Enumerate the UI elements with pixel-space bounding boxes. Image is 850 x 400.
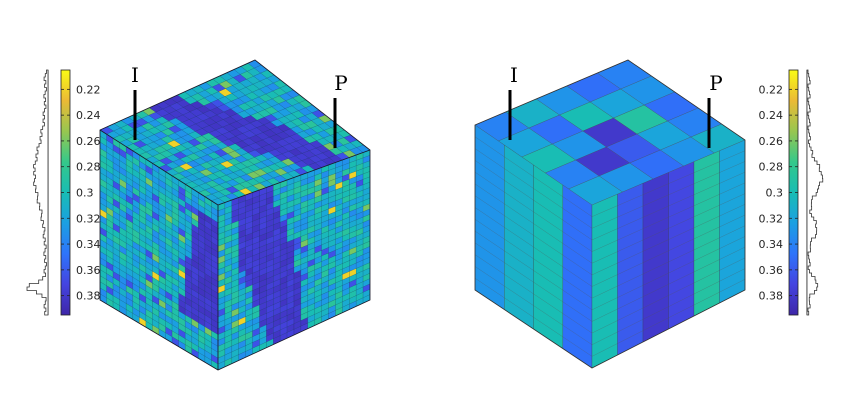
column-cell: [719, 139, 746, 304]
right-cube: [474, 59, 746, 369]
column-cell: [693, 150, 720, 317]
colorbar-tick-label: 0.38: [759, 290, 784, 303]
colorbar-tick-label: 0.32: [76, 212, 101, 225]
left-panel: 0.38 0.36 0.34 0.32 0.3 0.28 0.26 0.24 0.22 I P: [26, 59, 371, 371]
colorbar-tick-label: 0.3: [766, 187, 784, 200]
colorbar-tick-label: 0.26: [759, 135, 784, 148]
colorbar-tick-label: 0.24: [76, 109, 101, 122]
colorbar-tick-label: 0.22: [759, 83, 784, 96]
colorbar-tick-label: 0.28: [76, 161, 101, 174]
left-injector-label: I: [131, 63, 139, 87]
colorbar-tick-label: 0.34: [759, 238, 784, 251]
left-producer-label: P: [334, 71, 347, 95]
left-colorbar-ticks: 0.38 0.36 0.34 0.32 0.3 0.28 0.26 0.24 0.22: [61, 83, 101, 303]
left-cube: [99, 59, 371, 371]
colorbar-tick-label: 0.22: [76, 83, 101, 96]
colorbar-tick-label: 0.32: [759, 212, 784, 225]
colorbar-tick-label: 0.36: [759, 264, 784, 277]
colorbar-tick-label: 0.26: [76, 135, 101, 148]
colorbar-tick-label: 0.3: [76, 187, 94, 200]
right-producer-label: P: [709, 71, 722, 95]
column-cell: [617, 182, 644, 356]
right-panel: I P 0.38 0.36 0.34 0.32 0.3 0.28 0.26 0.24 0.22: [474, 59, 824, 369]
column-cell: [591, 193, 618, 369]
colorbar-tick-label: 0.36: [76, 264, 101, 277]
right-colorbar-ticks: 0.38 0.36 0.34 0.32 0.3 0.28 0.26 0.24 0.22: [759, 83, 798, 303]
column-cell: [668, 161, 695, 330]
colorbar-tick-label: 0.28: [759, 161, 784, 174]
right-injector-label: I: [510, 63, 518, 87]
column-cell: [642, 172, 669, 343]
colorbar-tick-label: 0.34: [76, 238, 101, 251]
colorbar-tick-label: 0.24: [759, 109, 784, 122]
right-histogram: [806, 69, 824, 316]
left-histogram: [26, 69, 49, 316]
colorbar-tick-label: 0.38: [76, 290, 101, 303]
